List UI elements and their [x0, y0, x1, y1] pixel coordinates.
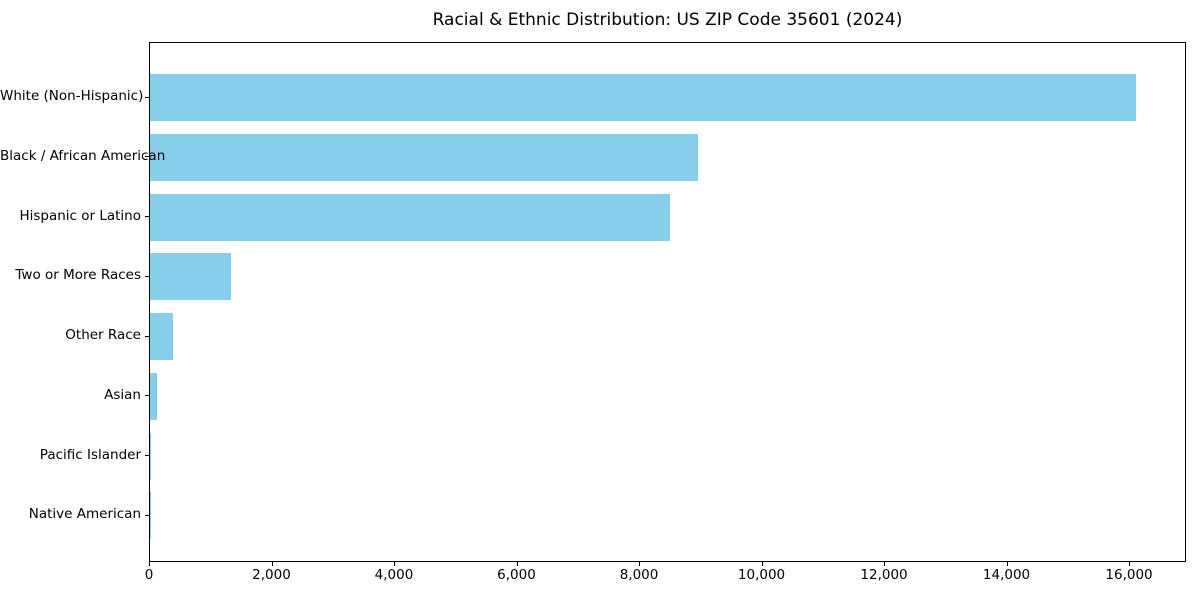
- x-tick-label: 16,000: [1105, 567, 1153, 583]
- x-tick-label: 12,000: [860, 567, 908, 583]
- bar-white-non-hispanic: [150, 74, 1137, 121]
- y-tick-label-black-african-american: Black / African American: [0, 147, 166, 164]
- x-tick-mark: [639, 562, 641, 566]
- plot-area: [149, 42, 1186, 562]
- y-tick-mark: [145, 156, 149, 158]
- y-tick-mark: [145, 514, 149, 516]
- y-tick-mark: [145, 96, 149, 98]
- x-tick-label: 0: [144, 567, 154, 583]
- bar-other-race: [150, 313, 173, 360]
- y-tick-mark: [145, 395, 149, 397]
- x-tick-mark: [761, 562, 763, 566]
- y-tick-mark: [145, 275, 149, 277]
- x-tick-label: 10,000: [737, 567, 786, 583]
- x-tick-mark: [149, 562, 150, 566]
- bar-asian: [150, 372, 157, 420]
- y-tick-label-other-race: Other Race: [65, 327, 141, 343]
- x-tick-mark: [394, 562, 395, 566]
- y-tick-label-two-or-more-races: Two or More Races: [15, 267, 141, 284]
- y-tick-label-white-non-hispanic: White (Non-Hispanic): [0, 88, 144, 104]
- x-tick-label: 2,000: [252, 567, 291, 583]
- bar-pacific-islander: [150, 432, 151, 480]
- y-tick-mark: [145, 216, 149, 217]
- x-tick-mark: [1129, 562, 1131, 566]
- x-tick-mark: [1006, 562, 1008, 566]
- bar-hispanic-or-latino: [150, 193, 671, 241]
- y-tick-mark: [145, 455, 149, 456]
- x-tick-mark: [884, 562, 886, 566]
- x-tick-label: 8,000: [619, 567, 659, 583]
- x-tick-mark: [516, 562, 518, 566]
- y-tick-label-pacific-islander: Pacific Islander: [39, 446, 141, 463]
- bar-black-african-american: [150, 133, 699, 181]
- bar-two-or-more-races: [150, 253, 231, 301]
- y-tick-label-native-american: Native American: [28, 506, 141, 523]
- x-tick-label: 14,000: [982, 567, 1031, 583]
- y-tick-label-hispanic-or-latino: Hispanic or Latino: [19, 207, 141, 224]
- x-tick-mark: [271, 562, 273, 566]
- chart-title: Racial & Ethnic Distribution: US ZIP Cod…: [432, 10, 903, 30]
- y-tick-mark: [145, 335, 149, 337]
- x-tick-label: 4,000: [374, 567, 414, 583]
- y-tick-label-asian: Asian: [104, 386, 141, 403]
- x-tick-label: 6,000: [497, 567, 536, 583]
